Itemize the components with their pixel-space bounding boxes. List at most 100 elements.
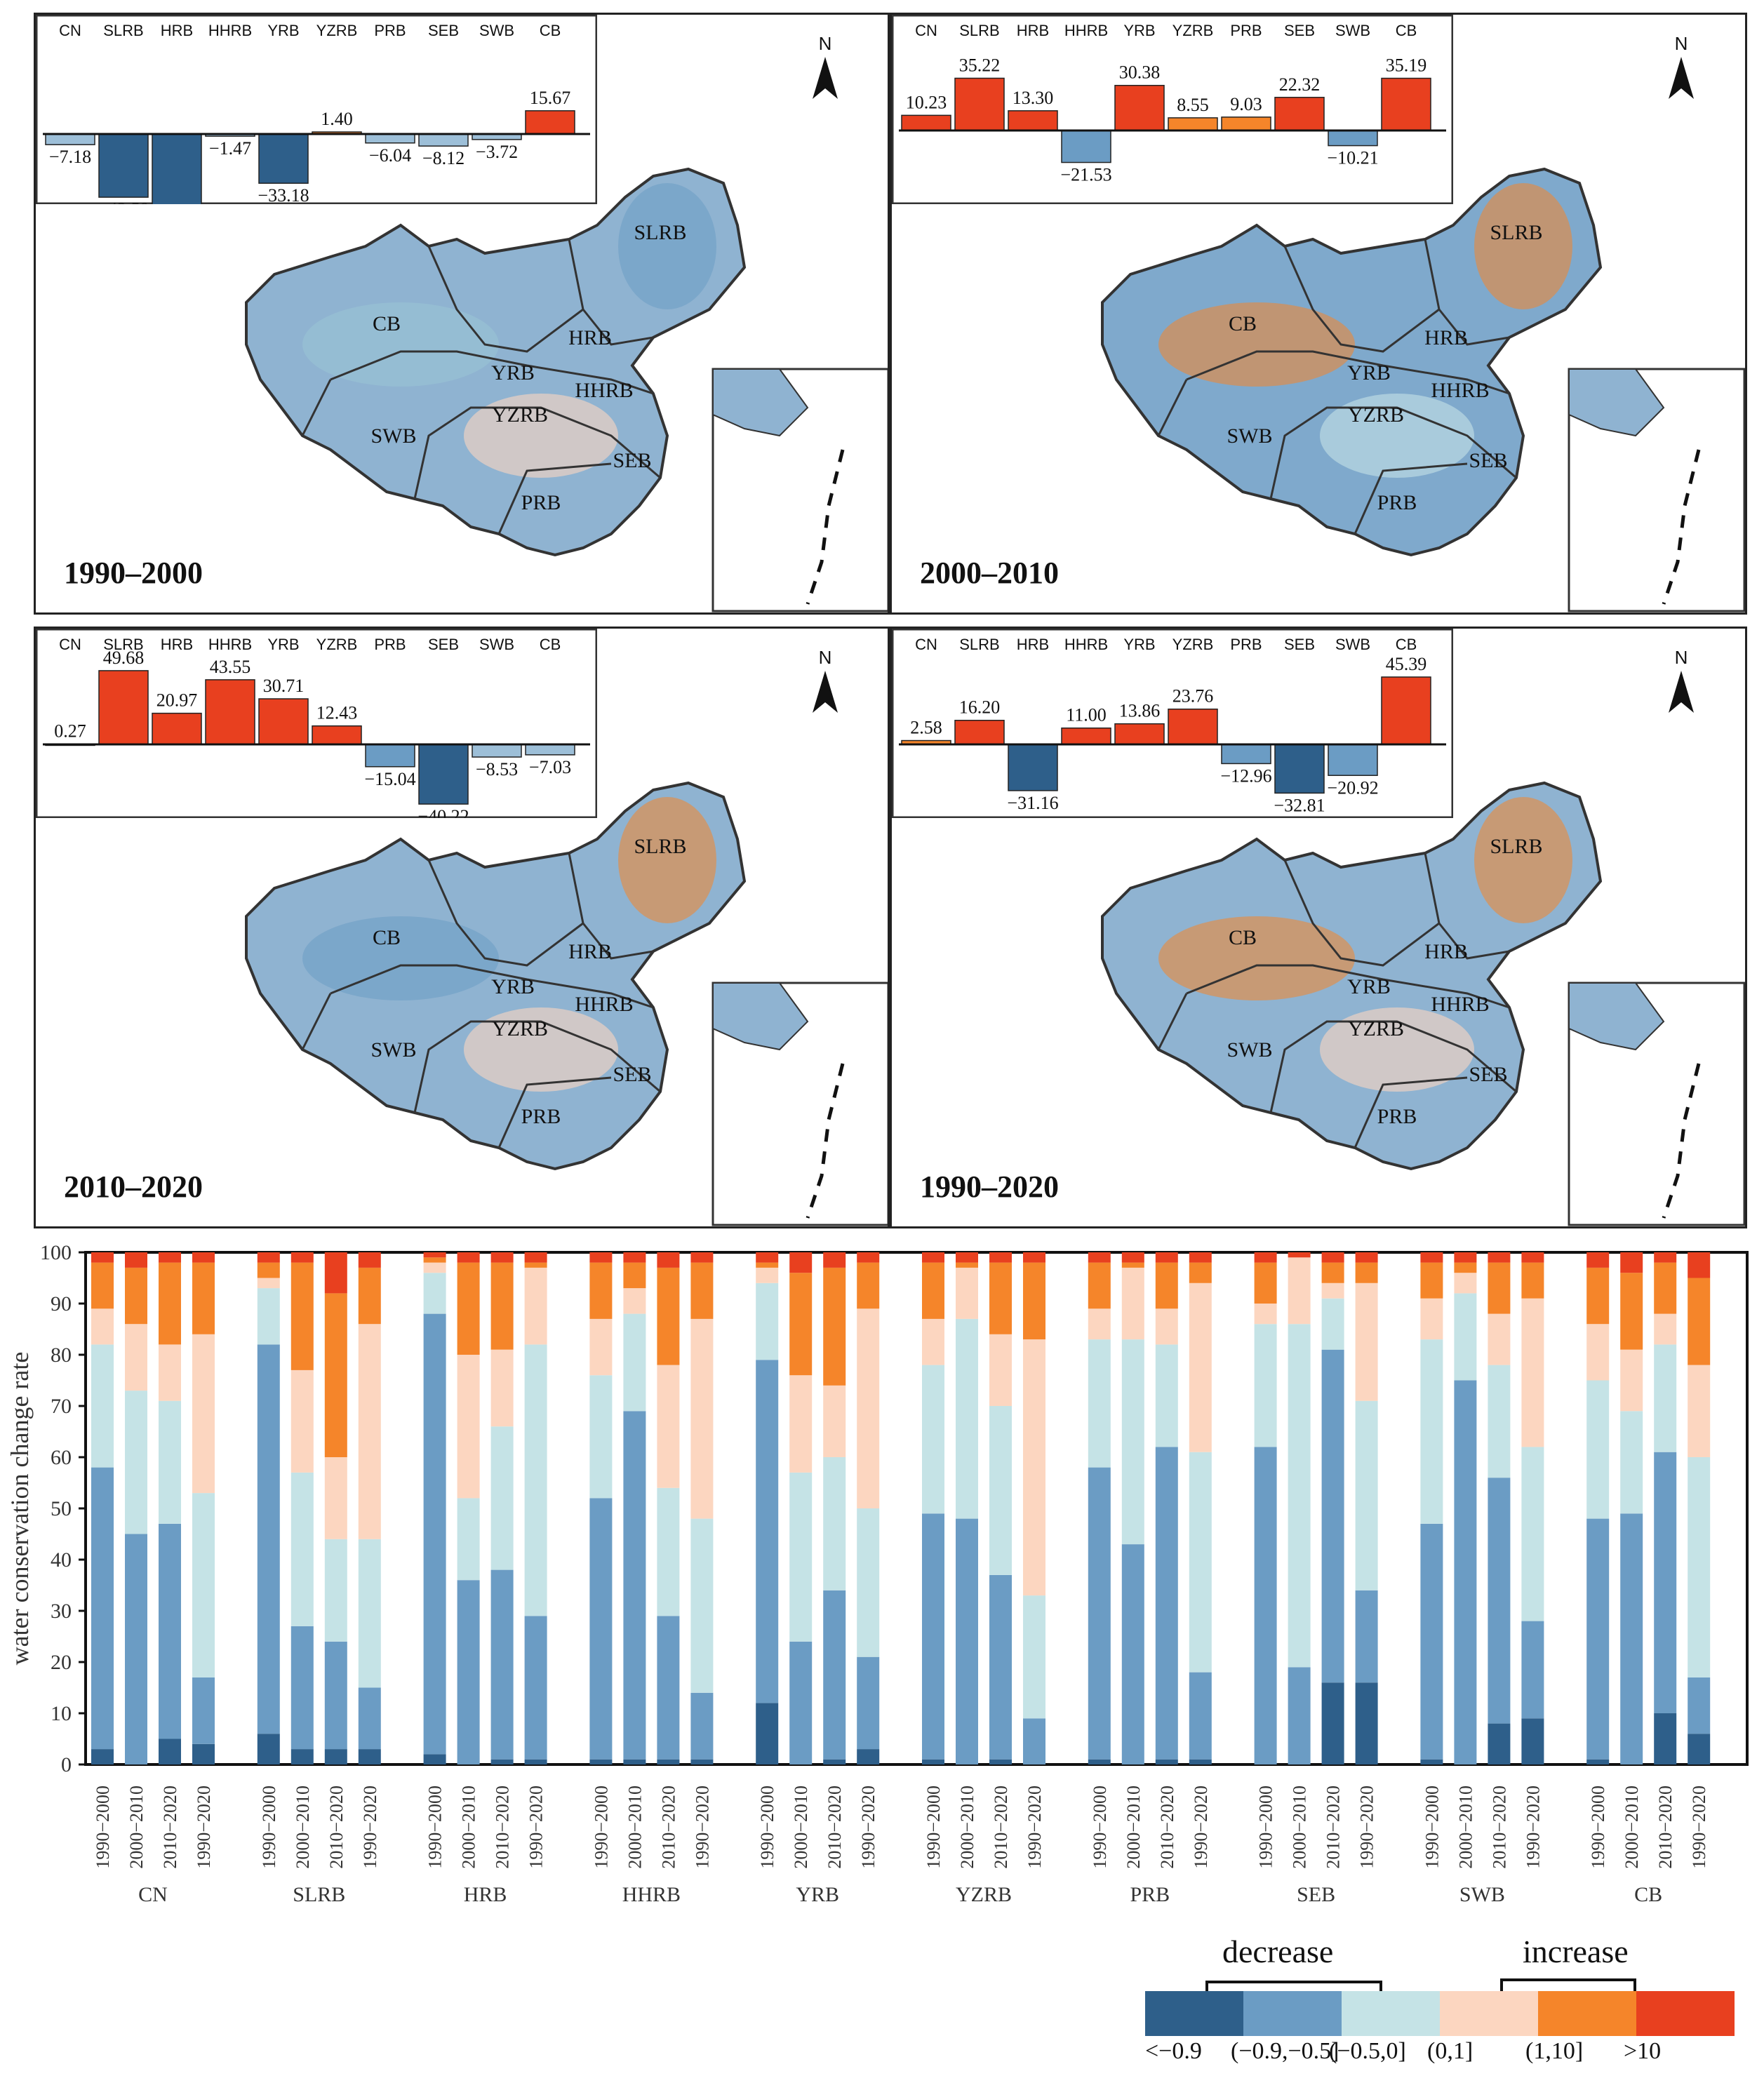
north-arrow-icon	[1669, 57, 1694, 99]
legend-increase-label: increase	[1523, 1934, 1629, 1969]
mainland-shape	[1101, 781, 1603, 1171]
map-patch	[302, 302, 499, 387]
stack-segment	[91, 1308, 114, 1345]
period-tick-label: 2000−2010	[293, 1786, 313, 1869]
stack-segment	[1355, 1262, 1378, 1283]
inset-bar-chart: CN−7.18SLRB−42.59HRB−49.78HHRB−1.47YRB−3…	[36, 15, 597, 204]
stack-segment	[756, 1703, 779, 1764]
group-label: SLRB	[293, 1883, 345, 1906]
stack-segment	[789, 1252, 813, 1273]
region-label: HRB	[1424, 940, 1468, 963]
map-patch	[618, 797, 716, 923]
inset-bar	[312, 725, 362, 745]
legend-label: <−0.9	[1145, 2038, 1202, 2064]
stack-segment	[1688, 1457, 1711, 1677]
basin-border	[1424, 239, 1510, 346]
stack-segment	[524, 1252, 547, 1263]
stack-segment	[623, 1313, 646, 1412]
stack-segment	[457, 1355, 480, 1499]
group-label: HHRB	[622, 1883, 681, 1906]
map-panel-2000-2010: SLRB CB HRB YRB HHRB YZRB SWB SEB PRB N CN 10.23 SL…	[890, 13, 1747, 615]
stack-segment	[922, 1513, 944, 1760]
period-tick-label: 1990−2000	[1090, 1786, 1110, 1869]
region-label: SEB	[613, 1063, 651, 1086]
stack-segment	[1586, 1324, 1610, 1381]
map-patch	[464, 394, 618, 478]
stack-segment	[789, 1472, 813, 1642]
basin-border	[1186, 964, 1510, 1009]
stack-segment	[1488, 1478, 1511, 1724]
stack-segment	[125, 1267, 147, 1325]
stack-segment	[257, 1252, 280, 1263]
inset-bar	[258, 698, 309, 745]
period-tick-label: 2000−2010	[459, 1786, 479, 1869]
region-label: YZRB	[492, 403, 548, 427]
stack-segment	[324, 1539, 347, 1642]
stack-segment	[690, 1692, 714, 1760]
north-arrow-icon	[813, 57, 838, 99]
inset-value-label: 35.22	[959, 55, 1001, 75]
stack-segment	[589, 1318, 613, 1376]
inset-value-label: −31.16	[1007, 793, 1058, 813]
inset-value-label: −8.53	[476, 759, 518, 779]
stack-segment	[1355, 1682, 1378, 1764]
stack-segment	[690, 1262, 714, 1319]
inset-category-label: SWB	[1335, 636, 1370, 653]
stack-segment	[192, 1252, 215, 1263]
stack-segment	[1254, 1447, 1277, 1764]
stack-segment	[789, 1641, 813, 1764]
inset-bar	[418, 744, 469, 805]
period-tick-label: 2010−2020	[658, 1786, 679, 1869]
group-label: PRB	[1130, 1883, 1170, 1906]
stack-segment	[490, 1569, 514, 1760]
stack-segment	[1620, 1513, 1643, 1764]
stack-segment	[1321, 1252, 1344, 1263]
stack-segment	[857, 1252, 880, 1263]
stack-segment	[457, 1580, 480, 1764]
stack-segment	[922, 1759, 944, 1764]
period-tick-label: 1990−2020	[858, 1786, 878, 1869]
period-tick-label: 1990−2000	[923, 1786, 944, 1869]
period-tick-label: 2000−2010	[1290, 1786, 1310, 1869]
stack-segment	[1155, 1344, 1178, 1447]
group-label: CB	[1634, 1883, 1662, 1906]
legend-label: >10	[1624, 2038, 1662, 2064]
stack-segment	[125, 1391, 147, 1534]
y-tick-label: 70	[51, 1395, 72, 1418]
stack-segment	[823, 1759, 846, 1764]
stack-segment	[956, 1318, 978, 1519]
legend-swatch	[1440, 1991, 1538, 2036]
stack-segment	[1189, 1672, 1212, 1760]
stack-segment	[1189, 1452, 1212, 1673]
stack-segment	[1454, 1252, 1477, 1263]
china-map: SLRB CB HRB YRB HHRB YZRB SWB SEB PRB N	[1101, 33, 1745, 612]
stack-segment	[657, 1487, 680, 1616]
stack-segment	[657, 1267, 680, 1365]
inset-bar	[954, 719, 1005, 745]
y-tick-label: 10	[51, 1702, 72, 1725]
inset-value-label: 43.55	[210, 657, 251, 677]
stack-segment	[1023, 1262, 1045, 1340]
inset-value-label: −3.72	[476, 142, 518, 162]
inset-category-label: HHRB	[1064, 636, 1108, 653]
stack-segment	[623, 1262, 646, 1289]
stack-segment	[623, 1252, 646, 1263]
inset-category-label: HRB	[1017, 636, 1049, 653]
stack-segment	[1254, 1304, 1277, 1325]
region-label: SWB	[370, 1038, 416, 1061]
stack-segment	[125, 1252, 147, 1268]
inset-value-label: 8.55	[1177, 95, 1209, 115]
stack-segment	[524, 1616, 547, 1760]
y-tick-label: 40	[51, 1548, 72, 1572]
inset-value-label: 15.67	[530, 88, 571, 108]
inset-bar	[1381, 77, 1431, 131]
basin-border	[1269, 1020, 1517, 1113]
region-label: SLRB	[1490, 221, 1542, 244]
inset-bar	[205, 679, 255, 745]
stack-segment	[1023, 1252, 1045, 1263]
stack-segment	[1688, 1365, 1711, 1457]
inset-category-label: CN	[59, 22, 81, 39]
stack-segment	[1254, 1252, 1277, 1263]
stack-segment	[290, 1262, 314, 1370]
region-label: SEB	[1469, 449, 1507, 472]
